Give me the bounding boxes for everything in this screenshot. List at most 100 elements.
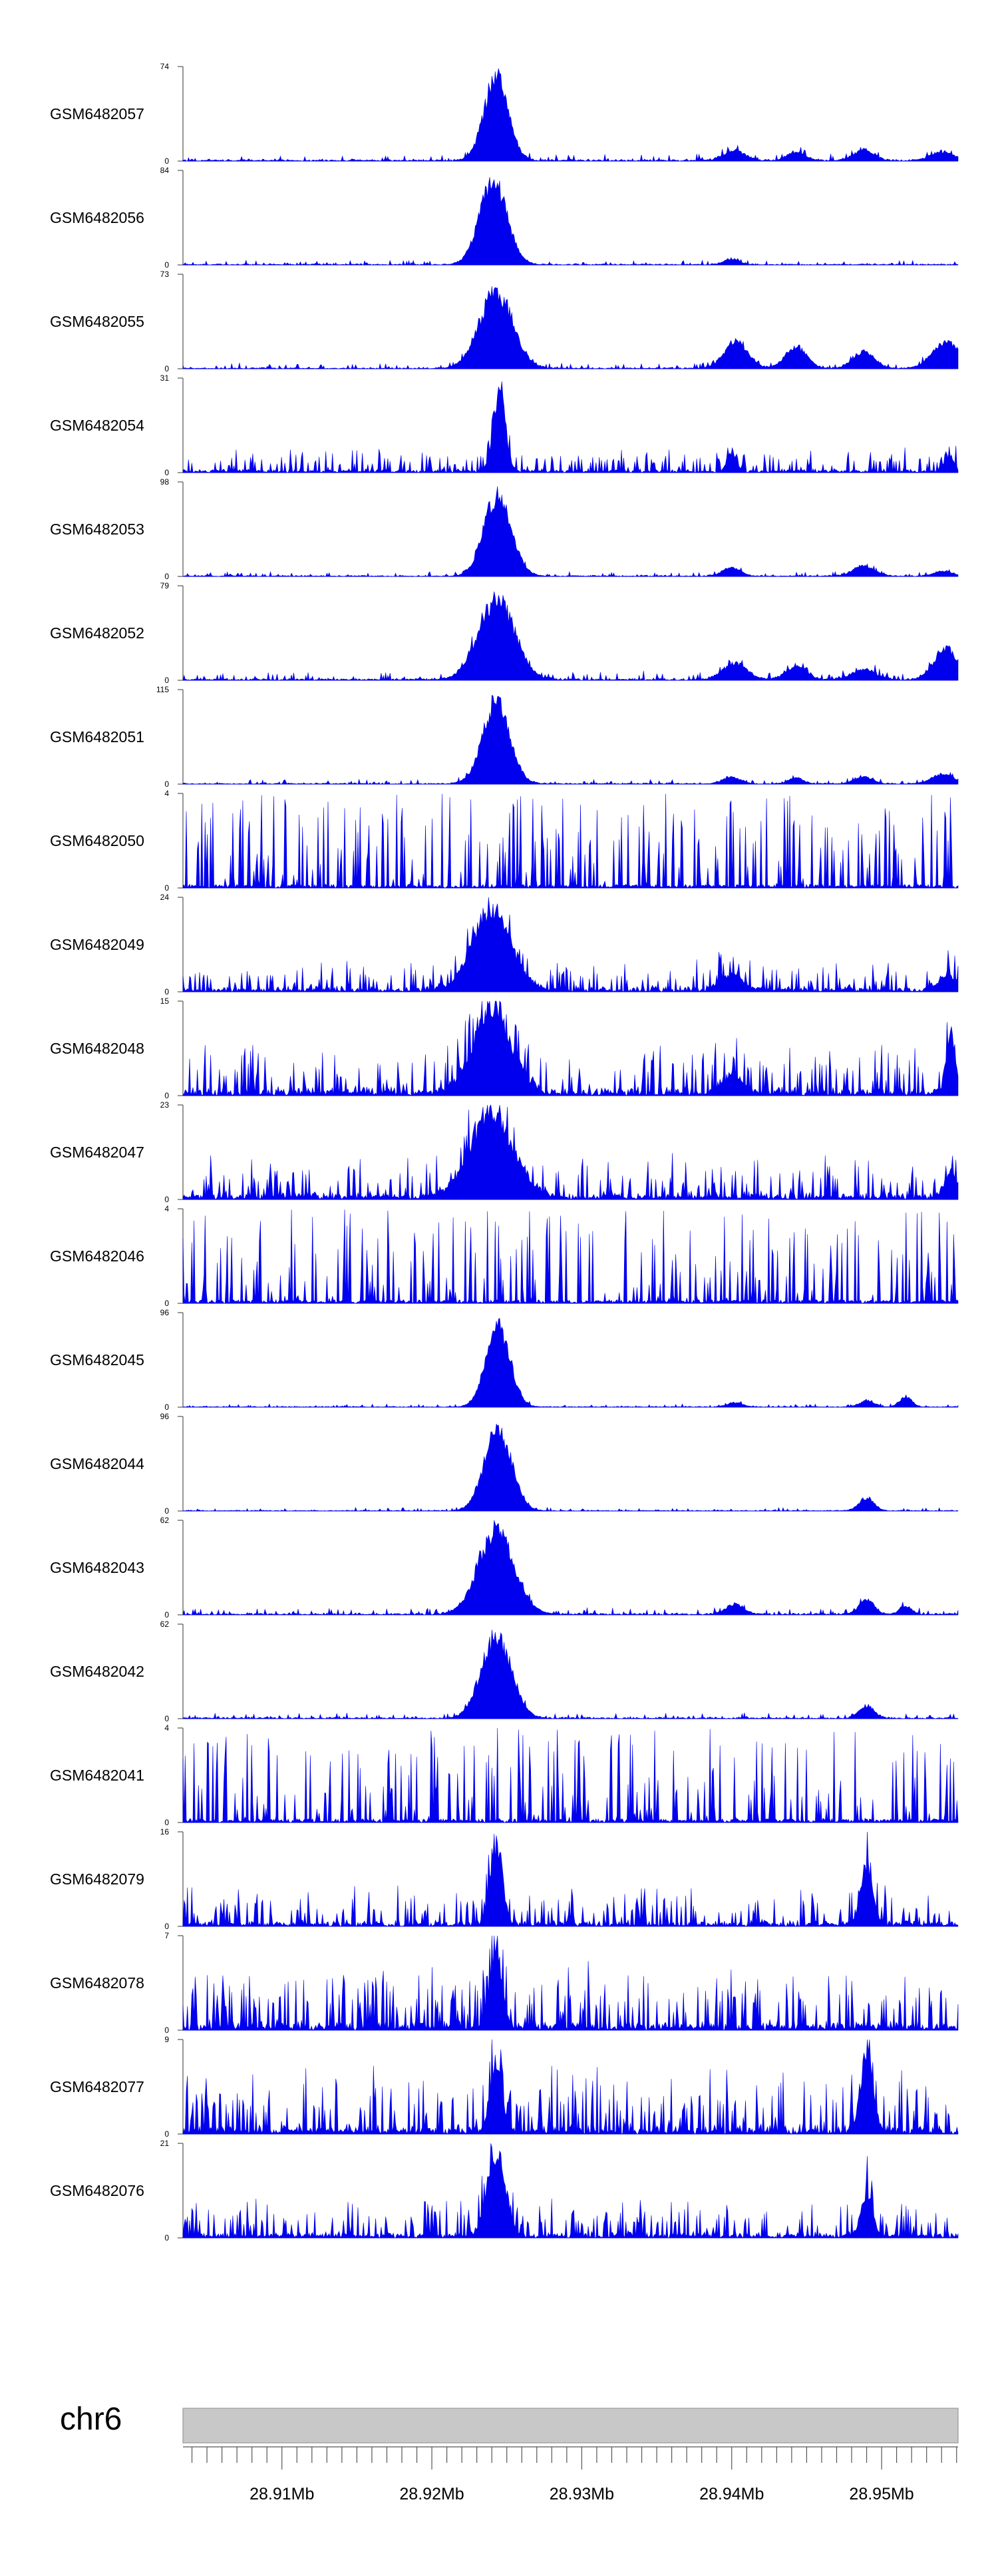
y-min-label: 0 xyxy=(164,572,169,581)
x-tick-label: 28.93Mb xyxy=(550,2485,614,2503)
y-min-label: 0 xyxy=(164,1818,169,1827)
y-min-label: 0 xyxy=(164,987,169,996)
track-GSM6482042: GSM6482042 62 0 xyxy=(50,1619,959,1723)
y-max-label: 62 xyxy=(160,1516,170,1525)
track-label: GSM6482053 xyxy=(50,521,144,538)
y-max-label: 115 xyxy=(156,685,169,694)
y-max-label: 4 xyxy=(164,1204,169,1213)
coverage-signal xyxy=(182,1317,959,1408)
y-max-label: 16 xyxy=(160,1827,170,1836)
track-GSM6482049: GSM6482049 24 0 xyxy=(50,893,959,996)
y-max-label: 7 xyxy=(164,1931,169,1940)
y-min-label: 0 xyxy=(164,364,169,373)
y-min-label: 0 xyxy=(164,2233,169,2243)
coverage-tracks: GSM6482057740GSM6482056840GSM6482055730G… xyxy=(50,62,959,2243)
track-label: GSM6482079 xyxy=(50,1870,144,1888)
y-max-label: 21 xyxy=(160,2139,170,2148)
y-min-label: 0 xyxy=(164,1506,169,1516)
y-min-label: 0 xyxy=(164,1922,169,1931)
y-min-label: 0 xyxy=(164,676,169,685)
y-max-label: 73 xyxy=(160,270,170,279)
coverage-signal xyxy=(182,381,959,473)
coverage-signal xyxy=(182,1935,959,2031)
track-label: GSM6482044 xyxy=(50,1455,144,1472)
track-label: GSM6482045 xyxy=(50,1351,144,1369)
coverage-signal xyxy=(182,2039,959,2135)
track-GSM6482048: GSM6482048 15 0 xyxy=(50,996,959,1100)
x-tick-label: 28.91Mb xyxy=(250,2485,314,2503)
coverage-signal xyxy=(182,1104,959,1201)
track-label: GSM6482046 xyxy=(50,1247,144,1265)
chromosome-label: chr6 xyxy=(60,2402,122,2437)
x-tick-label: 28.94Mb xyxy=(699,2485,764,2503)
y-min-label: 0 xyxy=(164,156,169,166)
y-max-label: 4 xyxy=(164,789,169,798)
track-label: GSM6482047 xyxy=(50,1144,144,1161)
track-label: GSM6482076 xyxy=(50,2182,144,2199)
coverage-signal xyxy=(182,1000,959,1096)
track-GSM6482051: GSM6482051 115 0 xyxy=(50,685,959,789)
coverage-signal xyxy=(182,1728,959,1824)
track-GSM6482076: GSM6482076 21 0 xyxy=(50,2139,959,2243)
y-max-label: 24 xyxy=(160,893,170,902)
track-GSM6482055: GSM6482055 73 0 xyxy=(50,270,959,373)
chromosome-bar xyxy=(182,2408,959,2444)
coverage-signal xyxy=(182,486,959,577)
y-min-label: 0 xyxy=(164,1714,169,1723)
track-label: GSM6482055 xyxy=(50,313,144,330)
track-GSM6482078: GSM6482078 7 0 xyxy=(50,1931,959,2035)
x-tick-label: 28.92Mb xyxy=(399,2485,464,2503)
y-max-label: 62 xyxy=(160,1619,170,1629)
y-max-label: 23 xyxy=(160,1100,170,1110)
track-GSM6482077: GSM6482077 9 0 xyxy=(50,2035,959,2139)
track-GSM6482043: GSM6482043 62 0 xyxy=(50,1516,959,1619)
y-max-label: 98 xyxy=(160,477,170,487)
y-max-label: 79 xyxy=(160,581,170,590)
track-label: GSM6482077 xyxy=(50,2078,144,2095)
track-label: GSM6482048 xyxy=(50,1040,144,1057)
y-min-label: 0 xyxy=(164,779,169,789)
y-min-label: 0 xyxy=(164,260,169,270)
y-max-label: 15 xyxy=(160,996,170,1006)
y-min-label: 0 xyxy=(164,883,169,893)
coverage-signal xyxy=(182,2143,959,2239)
track-GSM6482053: GSM6482053 98 0 xyxy=(50,477,959,581)
coverage-signal xyxy=(182,897,959,993)
track-GSM6482041: GSM6482041 4 0 xyxy=(50,1723,959,1827)
y-min-label: 0 xyxy=(164,2026,169,2035)
y-min-label: 0 xyxy=(164,1195,169,1204)
y-max-label: 74 xyxy=(160,62,170,71)
y-min-label: 0 xyxy=(164,2129,169,2139)
coverage-signal xyxy=(182,68,959,162)
track-label: GSM6482056 xyxy=(50,209,144,226)
chromosome-ideogram: chr6 28.91Mb 28.92Mb 28.93Mb 28.94Mb 28.95Mb xyxy=(60,2402,959,2503)
track-label: GSM6482049 xyxy=(50,936,144,953)
track-label: GSM6482043 xyxy=(50,1559,144,1576)
y-max-label: 4 xyxy=(164,1723,169,1733)
y-max-label: 84 xyxy=(160,166,170,175)
track-GSM6482057: GSM6482057 74 0 xyxy=(50,62,959,166)
coverage-signal xyxy=(182,793,959,889)
coverage-signal xyxy=(182,1831,959,1927)
coverage-signal xyxy=(182,1209,959,1304)
track-GSM6482045: GSM6482045 96 0 xyxy=(50,1308,959,1412)
y-min-label: 0 xyxy=(164,1402,169,1412)
y-max-label: 96 xyxy=(160,1308,170,1317)
track-GSM6482054: GSM6482054 31 0 xyxy=(50,373,959,477)
coverage-signal xyxy=(182,1520,959,1615)
track-label: GSM6482052 xyxy=(50,624,144,642)
y-max-label: 9 xyxy=(164,2035,169,2044)
track-label: GSM6482051 xyxy=(50,728,144,746)
coverage-signal xyxy=(182,1423,959,1512)
track-GSM6482056: GSM6482056 84 0 xyxy=(50,166,959,270)
track-label: GSM6482057 xyxy=(50,105,144,122)
coverage-signal xyxy=(182,1629,959,1719)
coverage-signal xyxy=(182,591,959,681)
y-min-label: 0 xyxy=(164,468,169,477)
track-GSM6482046: GSM6482046 4 0 xyxy=(50,1204,959,1308)
track-label: GSM6482054 xyxy=(50,417,144,434)
track-GSM6482044: GSM6482044 96 0 xyxy=(50,1412,959,1516)
y-min-label: 0 xyxy=(164,1610,169,1619)
y-max-label: 96 xyxy=(160,1412,170,1421)
